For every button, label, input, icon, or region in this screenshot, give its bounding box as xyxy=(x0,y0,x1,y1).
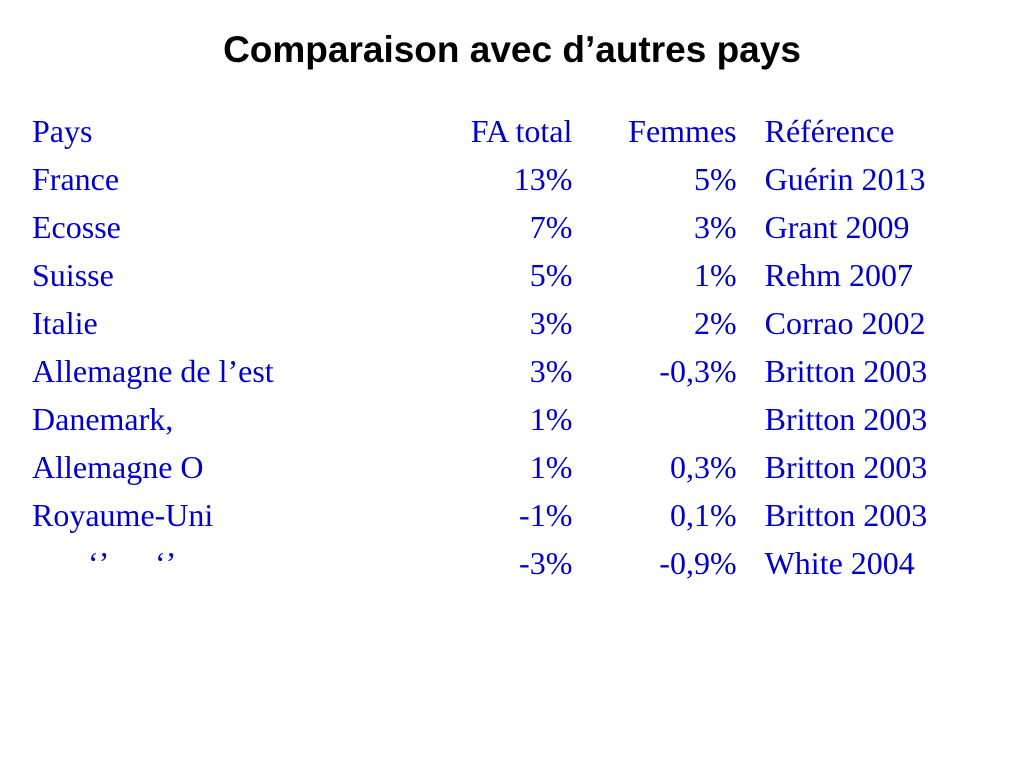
cell-fa-total: 3% xyxy=(529,353,573,389)
table-row: Allemagne de l’est 3% -0,3% Britton 2003 xyxy=(32,347,972,395)
comparison-table: Pays FA total Femmes Référence France 13… xyxy=(32,107,972,587)
cell-fa-total: 1% xyxy=(529,401,573,437)
cell-fa-total: 13% xyxy=(513,161,573,197)
cell-fa-total: 3% xyxy=(529,305,573,341)
cell-women: 0,3% xyxy=(669,449,737,485)
cell-country-ditto: ‘’ ‘’ xyxy=(88,545,177,581)
table-row: Royaume-Uni -1% 0,1% Britton 2003 xyxy=(32,491,972,539)
cell-country: Allemagne O xyxy=(32,449,204,485)
table-row: Danemark, 1% Britton 2003 xyxy=(32,395,972,443)
cell-reference: White 2004 xyxy=(764,545,915,581)
cell-women: 2% xyxy=(693,305,737,341)
cell-country: Danemark, xyxy=(32,401,174,437)
cell-country: Suisse xyxy=(32,257,114,293)
cell-country: Italie xyxy=(32,305,98,341)
cell-reference: Britton 2003 xyxy=(764,497,928,533)
cell-fa-total: 5% xyxy=(529,257,573,293)
cell-women: 0,1% xyxy=(669,497,737,533)
cell-reference: Britton 2003 xyxy=(764,449,928,485)
cell-reference: Britton 2003 xyxy=(764,401,928,437)
cell-reference: Britton 2003 xyxy=(764,353,928,389)
table-row: Italie 3% 2% Corrao 2002 xyxy=(32,299,972,347)
slide-title: Comparaison avec d’autres pays xyxy=(223,29,801,70)
cell-fa-total: -1% xyxy=(519,497,573,533)
cell-fa-total: -3% xyxy=(519,545,573,581)
header-country: Pays xyxy=(32,113,93,149)
table-row: Suisse 5% 1% Rehm 2007 xyxy=(32,251,972,299)
cell-women xyxy=(572,395,736,443)
cell-reference: Guérin 2013 xyxy=(764,161,926,197)
cell-reference: Grant 2009 xyxy=(764,209,910,245)
table-row: Ecosse 7% 3% Grant 2009 xyxy=(32,203,972,251)
cell-country: Allemagne de l’est xyxy=(32,353,274,389)
cell-country: Ecosse xyxy=(32,209,121,245)
header-reference: Référence xyxy=(764,113,895,149)
cell-country: Royaume-Uni xyxy=(32,497,214,533)
header-women: Femmes xyxy=(628,113,737,149)
table-row: France 13% 5% Guérin 2013 xyxy=(32,155,972,203)
table-row: ‘’ ‘’ -3% -0,9% White 2004 xyxy=(32,539,972,587)
cell-women: 1% xyxy=(693,257,737,293)
cell-fa-total: 1% xyxy=(529,449,573,485)
cell-fa-total: 7% xyxy=(529,209,573,245)
table-header-row: Pays FA total Femmes Référence xyxy=(32,107,972,155)
cell-women: 5% xyxy=(693,161,737,197)
cell-women: -0,3% xyxy=(659,353,737,389)
cell-reference: Rehm 2007 xyxy=(764,257,914,293)
header-fa-total: FA total xyxy=(470,113,573,149)
cell-women: -0,9% xyxy=(659,545,737,581)
cell-reference: Corrao 2002 xyxy=(764,305,926,341)
cell-women: 3% xyxy=(693,209,737,245)
table-row: Allemagne O 1% 0,3% Britton 2003 xyxy=(32,443,972,491)
cell-country: France xyxy=(32,161,120,197)
